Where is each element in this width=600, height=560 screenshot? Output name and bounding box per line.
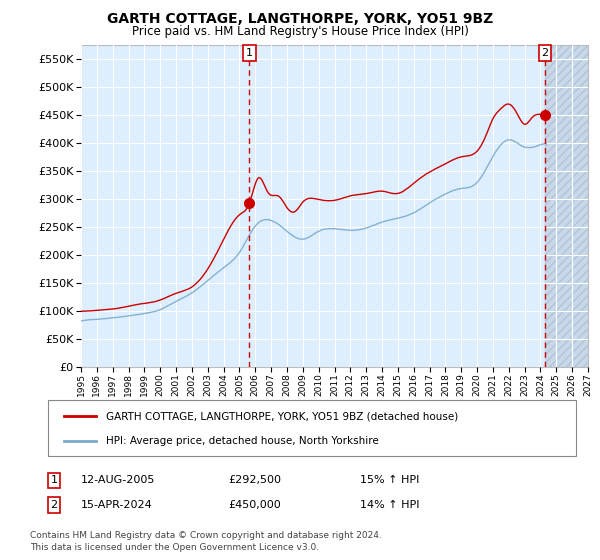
Text: GARTH COTTAGE, LANGTHORPE, YORK, YO51 9BZ: GARTH COTTAGE, LANGTHORPE, YORK, YO51 9B… [107, 12, 493, 26]
FancyBboxPatch shape [48, 400, 576, 456]
Text: £292,500: £292,500 [228, 475, 281, 486]
Text: 12-AUG-2005: 12-AUG-2005 [81, 475, 155, 486]
Text: Price paid vs. HM Land Registry's House Price Index (HPI): Price paid vs. HM Land Registry's House … [131, 25, 469, 38]
Text: 14% ↑ HPI: 14% ↑ HPI [360, 500, 419, 510]
Bar [545, 45, 588, 367]
Text: HPI: Average price, detached house, North Yorkshire: HPI: Average price, detached house, Nort… [106, 436, 379, 446]
Text: 15% ↑ HPI: 15% ↑ HPI [360, 475, 419, 486]
Text: This data is licensed under the Open Government Licence v3.0.: This data is licensed under the Open Gov… [30, 543, 319, 552]
Text: 1: 1 [50, 475, 58, 486]
Text: GARTH COTTAGE, LANGTHORPE, YORK, YO51 9BZ (detached house): GARTH COTTAGE, LANGTHORPE, YORK, YO51 9B… [106, 411, 458, 421]
Text: 15-APR-2024: 15-APR-2024 [81, 500, 153, 510]
Text: 2: 2 [50, 500, 58, 510]
Text: 2: 2 [542, 48, 548, 58]
Text: Contains HM Land Registry data © Crown copyright and database right 2024.: Contains HM Land Registry data © Crown c… [30, 531, 382, 540]
Bar [545, 45, 588, 367]
Text: £450,000: £450,000 [228, 500, 281, 510]
Text: 1: 1 [246, 48, 253, 58]
